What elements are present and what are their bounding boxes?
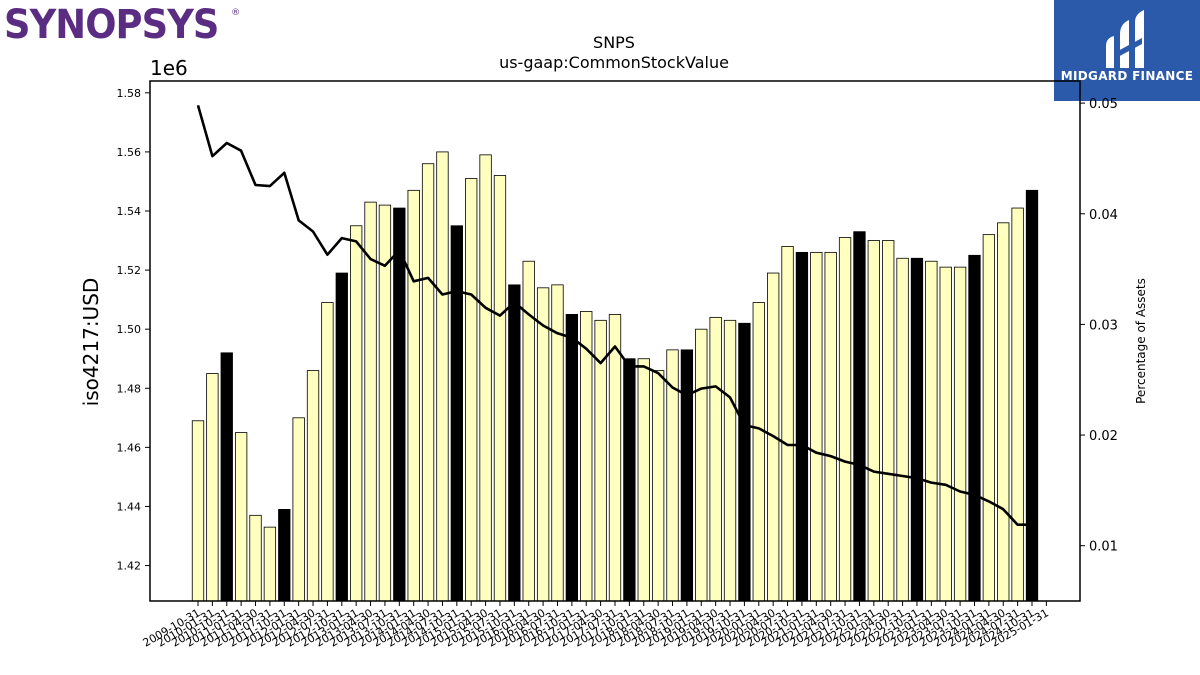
bar-2022-10-31 xyxy=(910,257,924,602)
chart-title: SNPS xyxy=(593,33,635,52)
bar-2021-04-30 xyxy=(824,251,837,602)
bar-2022-07-31 xyxy=(896,257,909,602)
bar-2010-01-31 xyxy=(206,373,219,602)
bar-2015-04-30 xyxy=(479,154,492,602)
y-tick-label: 1.54 xyxy=(117,205,142,218)
y-axis-label: iso4217:USD xyxy=(79,278,103,407)
bar-2018-01-31 xyxy=(637,358,650,602)
bar-2023-04-30 xyxy=(939,266,952,602)
bar-2016-04-30 xyxy=(536,287,550,602)
bar-2009-10-31 xyxy=(191,420,205,602)
bar-2019-10-31 xyxy=(738,322,751,602)
bar-2012-10-31 xyxy=(335,272,348,602)
midgard-logo-text: MIDGARD FINANCE xyxy=(1060,69,1194,83)
bar-2021-07-31 xyxy=(838,237,852,602)
bar-2011-10-31 xyxy=(278,509,291,602)
bar-2024-10-31 xyxy=(1025,189,1039,602)
bar-2023-07-31 xyxy=(953,266,967,602)
percentage-of-assets-line xyxy=(196,104,1032,527)
bar-2017-01-31 xyxy=(580,311,593,602)
bar-2022-01-31 xyxy=(867,240,880,602)
bar-2017-07-31 xyxy=(608,314,622,602)
bar-2020-07-31 xyxy=(781,246,794,602)
y2-tick-label: 0.03 xyxy=(1089,318,1118,333)
y-tick-label: 1.52 xyxy=(117,264,142,277)
bar-2013-10-31 xyxy=(393,207,406,602)
registered-mark-icon: ® xyxy=(231,8,241,18)
bar-2020-10-31 xyxy=(795,251,809,602)
bar-2011-07-31 xyxy=(263,526,277,602)
bar-2024-07-31 xyxy=(1011,207,1024,602)
bar-2014-01-31 xyxy=(407,189,420,602)
bar-2010-10-31 xyxy=(220,352,233,602)
chart-subtitle: us-gaap:CommonStockValue xyxy=(499,53,729,72)
y2-axis-label: Percentage of Assets xyxy=(1134,278,1148,404)
bar-2012-01-31 xyxy=(292,417,305,602)
bar-2014-04-30 xyxy=(421,163,435,602)
bar-2019-04-30 xyxy=(709,316,722,602)
bar-2022-04-30 xyxy=(882,240,895,602)
bar-2012-04-30 xyxy=(306,370,320,602)
bar-2015-07-31 xyxy=(493,175,507,602)
y-tick-label: 1.48 xyxy=(117,382,142,395)
bar-2024-01-31 xyxy=(982,234,996,602)
bar-2015-10-31 xyxy=(508,284,521,602)
bar-2018-04-30 xyxy=(651,370,665,602)
bar-2014-10-31 xyxy=(450,225,463,602)
y2-tick-label: 0.02 xyxy=(1089,429,1118,444)
bar-2018-10-31 xyxy=(680,349,694,602)
bar-2021-01-31 xyxy=(810,251,823,602)
midgard-emblem-icon xyxy=(1106,10,1144,68)
bar-2013-01-31 xyxy=(350,225,363,602)
y-tick-label: 1.50 xyxy=(117,323,142,336)
bar-2012-07-31 xyxy=(321,302,334,602)
bar-2016-10-31 xyxy=(565,314,579,602)
y2-tick-label: 0.05 xyxy=(1089,97,1118,112)
y-tick-label: 1.44 xyxy=(117,500,142,513)
y2-tick-label: 0.01 xyxy=(1089,540,1118,555)
bar-series xyxy=(191,151,1039,602)
y-tick-label: 1.42 xyxy=(117,560,142,573)
bar-2024-04-30 xyxy=(997,222,1010,602)
bar-2019-07-31 xyxy=(723,319,737,602)
y-offset-label: 1e6 xyxy=(150,56,188,80)
bar-2021-10-31 xyxy=(853,231,866,602)
bar-2015-01-31 xyxy=(465,178,478,602)
y2-tick-label: 0.04 xyxy=(1089,208,1118,223)
bar-2014-07-31 xyxy=(436,151,449,602)
y-tick-label: 1.58 xyxy=(117,87,142,100)
bar-2023-01-31 xyxy=(925,260,938,602)
line-series xyxy=(196,104,1032,527)
bar-2020-01-31 xyxy=(752,302,765,602)
synopsys-logo: SYNOPSYS ® xyxy=(4,2,246,48)
bar-2011-04-30 xyxy=(249,514,262,602)
midgard-finance-logo: MIDGARD FINANCE xyxy=(1054,0,1200,101)
y-tick-label: 1.56 xyxy=(117,146,142,159)
y-tick-label: 1.46 xyxy=(117,441,142,454)
bar-2017-10-31 xyxy=(623,358,636,602)
synopsys-logo-text: SYNOPSYS xyxy=(4,2,219,48)
bar-2011-01-31 xyxy=(234,432,248,602)
bar-2019-01-31 xyxy=(695,328,708,602)
bar-2023-10-31 xyxy=(968,254,981,602)
